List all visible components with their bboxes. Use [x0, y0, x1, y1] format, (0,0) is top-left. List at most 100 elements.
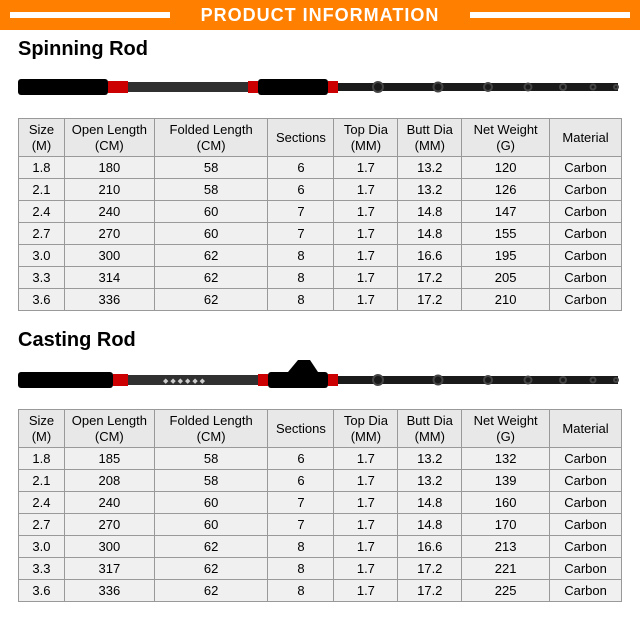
table-cell: 1.7	[334, 470, 398, 492]
table-cell: 8	[268, 580, 334, 602]
table-cell: Carbon	[550, 179, 622, 201]
table-cell: 3.0	[19, 245, 65, 267]
spinning-title: Spinning Rod	[18, 38, 622, 61]
table-header-row: Size(M) Open Length(CM) Folded Length(CM…	[19, 119, 622, 157]
table-cell: 1.7	[334, 558, 398, 580]
table-cell: 58	[154, 448, 268, 470]
table-cell: 221	[462, 558, 550, 580]
spinning-table: Size(M) Open Length(CM) Folded Length(CM…	[18, 118, 622, 311]
table-cell: 195	[462, 245, 550, 267]
table-cell: 8	[268, 536, 334, 558]
table-row: 3.03006281.716.6195Carbon	[19, 245, 622, 267]
casting-title: Casting Rod	[18, 329, 622, 352]
table-cell: 1.7	[334, 580, 398, 602]
table-cell: 1.7	[334, 267, 398, 289]
table-row: 3.63366281.717.2225Carbon	[19, 580, 622, 602]
table-cell: 7	[268, 223, 334, 245]
table-cell: 1.8	[19, 157, 65, 179]
table-row: 3.03006281.716.6213Carbon	[19, 536, 622, 558]
table-cell: 13.2	[398, 470, 462, 492]
table-cell: 1.7	[334, 245, 398, 267]
table-cell: 1.7	[334, 179, 398, 201]
table-cell: 300	[64, 245, 154, 267]
table-cell: 1.8	[19, 448, 65, 470]
table-cell: 2.7	[19, 223, 65, 245]
table-cell: 14.8	[398, 492, 462, 514]
svg-text:◆ ◆ ◆ ◆ ◆ ◆: ◆ ◆ ◆ ◆ ◆ ◆	[163, 378, 206, 385]
table-cell: 1.7	[334, 157, 398, 179]
table-cell: 210	[64, 179, 154, 201]
table-cell: 17.2	[398, 558, 462, 580]
spinning-section: Spinning Rod Size(M) Open Length(CM) Fol…	[0, 30, 640, 315]
table-cell: 185	[64, 448, 154, 470]
table-cell: 213	[462, 536, 550, 558]
table-cell: 17.2	[398, 289, 462, 311]
table-cell: 240	[64, 201, 154, 223]
table-cell: 13.2	[398, 179, 462, 201]
table-cell: Carbon	[550, 157, 622, 179]
table-row: 3.33146281.717.2205Carbon	[19, 267, 622, 289]
casting-rod-image: ◆ ◆ ◆ ◆ ◆ ◆	[18, 358, 622, 398]
table-cell: Carbon	[550, 267, 622, 289]
table-cell: 132	[462, 448, 550, 470]
table-row: 2.72706071.714.8155Carbon	[19, 223, 622, 245]
table-cell: 3.0	[19, 536, 65, 558]
casting-table: Size(M) Open Length(CM) Folded Length(CM…	[18, 409, 622, 602]
table-cell: 62	[154, 536, 268, 558]
table-cell: 8	[268, 558, 334, 580]
table-cell: 58	[154, 157, 268, 179]
table-cell: 1.7	[334, 448, 398, 470]
table-cell: 6	[268, 470, 334, 492]
page-title: PRODUCT INFORMATION	[201, 5, 440, 26]
table-cell: 2.4	[19, 201, 65, 223]
table-cell: 270	[64, 514, 154, 536]
table-cell: 17.2	[398, 267, 462, 289]
table-cell: 300	[64, 536, 154, 558]
table-cell: 1.7	[334, 201, 398, 223]
table-cell: 60	[154, 492, 268, 514]
table-cell: 17.2	[398, 580, 462, 602]
table-row: 3.63366281.717.2210Carbon	[19, 289, 622, 311]
table-cell: 120	[462, 157, 550, 179]
spinning-rod-image	[18, 67, 622, 107]
table-cell: 2.7	[19, 514, 65, 536]
table-cell: 205	[462, 267, 550, 289]
table-cell: 13.2	[398, 157, 462, 179]
table-cell: 8	[268, 289, 334, 311]
table-cell: 6	[268, 157, 334, 179]
table-cell: 3.6	[19, 289, 65, 311]
table-cell: 7	[268, 492, 334, 514]
table-cell: 58	[154, 179, 268, 201]
table-cell: 317	[64, 558, 154, 580]
table-cell: 6	[268, 179, 334, 201]
table-cell: 58	[154, 470, 268, 492]
table-cell: 60	[154, 223, 268, 245]
table-row: 2.42406071.714.8160Carbon	[19, 492, 622, 514]
table-cell: 62	[154, 267, 268, 289]
table-cell: 336	[64, 580, 154, 602]
table-cell: 225	[462, 580, 550, 602]
table-cell: 2.1	[19, 470, 65, 492]
table-cell: 170	[462, 514, 550, 536]
table-cell: Carbon	[550, 289, 622, 311]
header-bar: PRODUCT INFORMATION	[0, 0, 640, 30]
table-cell: Carbon	[550, 470, 622, 492]
table-header-row: Size(M) Open Length(CM) Folded Length(CM…	[19, 410, 622, 448]
table-cell: 139	[462, 470, 550, 492]
table-cell: 62	[154, 245, 268, 267]
table-cell: 62	[154, 558, 268, 580]
table-cell: 6	[268, 448, 334, 470]
table-cell: 210	[462, 289, 550, 311]
table-cell: Carbon	[550, 201, 622, 223]
table-cell: 1.7	[334, 536, 398, 558]
table-cell: 160	[462, 492, 550, 514]
table-cell: 8	[268, 267, 334, 289]
table-cell: 1.7	[334, 289, 398, 311]
table-cell: 60	[154, 201, 268, 223]
table-cell: 270	[64, 223, 154, 245]
table-cell: 7	[268, 514, 334, 536]
table-cell: 62	[154, 289, 268, 311]
table-cell: 240	[64, 492, 154, 514]
table-cell: 7	[268, 201, 334, 223]
table-cell: 60	[154, 514, 268, 536]
